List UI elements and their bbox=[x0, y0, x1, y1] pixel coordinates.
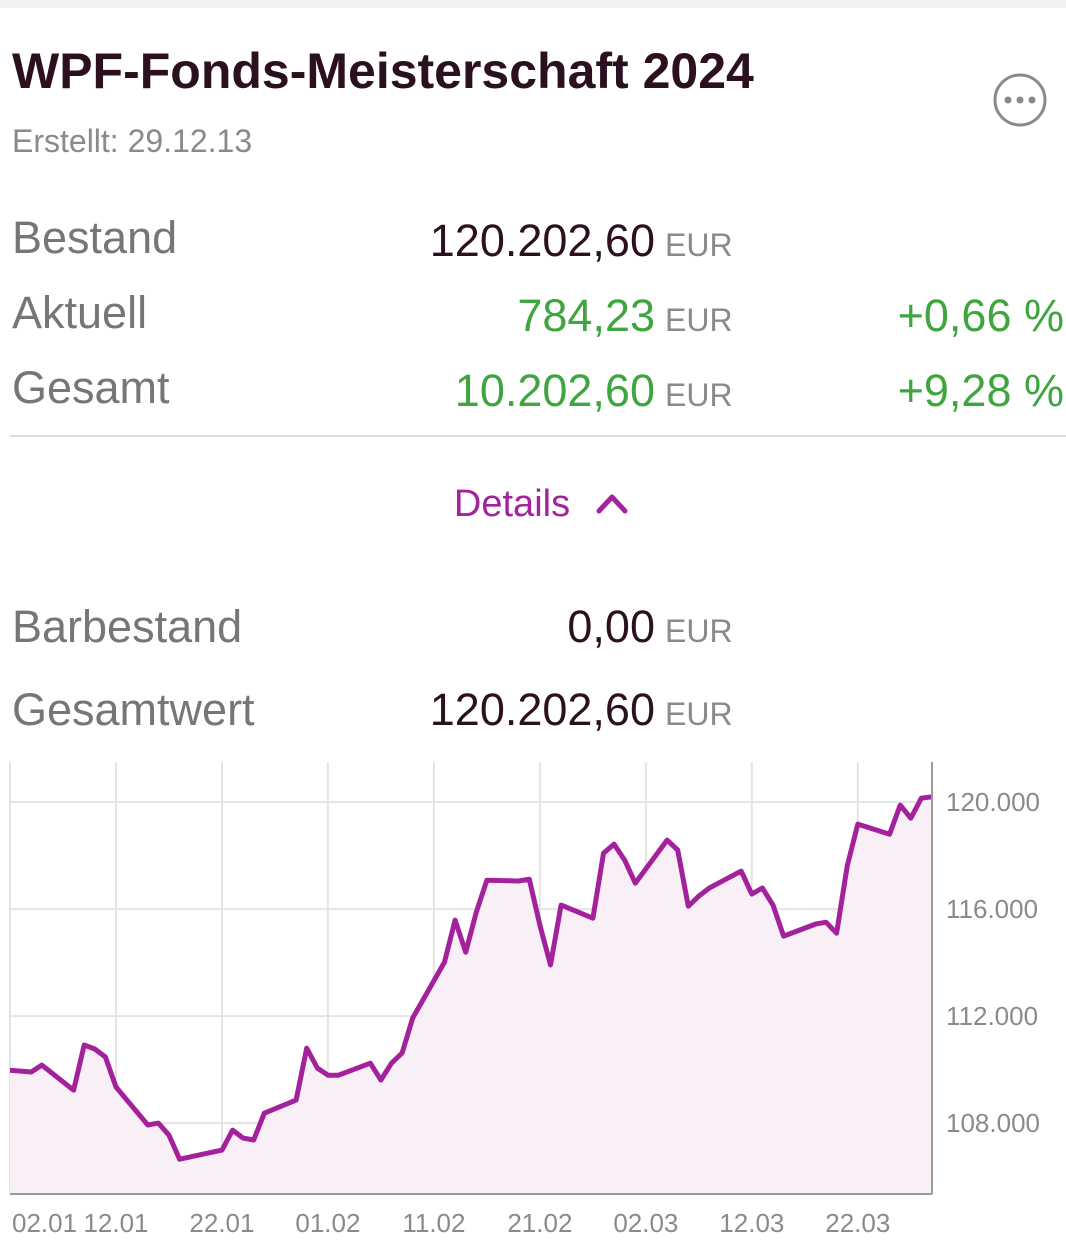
stat-value: 784,23 bbox=[517, 290, 655, 341]
cash-unit: EUR bbox=[665, 696, 733, 732]
y-tick-label: 120.000 bbox=[946, 787, 1040, 817]
created: Erstellt: 29.12.13 bbox=[12, 123, 252, 159]
stat-label: Gesamt bbox=[12, 362, 170, 413]
cash-label: Barbestand bbox=[12, 601, 242, 652]
x-tick-label: 22.01 bbox=[189, 1208, 254, 1238]
chart: 108.000 112.000 116.000 120.000 02.01 12.01 22… bbox=[9, 762, 1040, 1238]
title: WPF-Fonds-Meisterschaft 2024 bbox=[12, 43, 754, 99]
stat-value: 120.202,60 bbox=[430, 215, 655, 266]
stat-value: 10.202,60 bbox=[455, 365, 655, 416]
stat-change: +9,28 % bbox=[898, 365, 1064, 416]
stat-unit: EUR bbox=[665, 377, 733, 413]
line bbox=[9, 794, 933, 1162]
x-tick-label: 22.03 bbox=[825, 1208, 890, 1238]
y-tick-label: 112.000 bbox=[946, 1001, 1038, 1031]
x-tick-label: 02.01 bbox=[12, 1208, 77, 1238]
x-tick-label: 11.02 bbox=[402, 1208, 465, 1238]
details-toggle[interactable]: Details bbox=[454, 483, 628, 525]
stat-change: +0,66 % bbox=[898, 290, 1064, 341]
cash-unit: EUR bbox=[665, 613, 733, 649]
area bbox=[10, 796, 932, 1194]
stat-label: Aktuell bbox=[12, 287, 147, 338]
details-label[interactable]: Details bbox=[454, 483, 570, 525]
cash-value: 0,00 bbox=[567, 601, 655, 652]
cash-value: 120.202,60 bbox=[430, 684, 655, 735]
y-tick-label: 108.000 bbox=[946, 1108, 1040, 1138]
x-tick-label: 02.03 bbox=[613, 1208, 678, 1238]
stat-unit: EUR bbox=[665, 302, 733, 338]
x-tick-label: 01.02 bbox=[295, 1208, 360, 1238]
stat-label: Bestand bbox=[12, 212, 177, 263]
stat-unit: EUR bbox=[665, 227, 733, 263]
x-tick-label: 12.01 bbox=[83, 1208, 148, 1238]
cash-label: Gesamtwert bbox=[12, 684, 255, 735]
x-tick-label: 12.03 bbox=[719, 1208, 784, 1238]
menu-button[interactable] bbox=[993, 73, 1047, 127]
status-band bbox=[0, 0, 1066, 8]
x-tick-label: 21.02 bbox=[507, 1208, 572, 1238]
y-tick-label: 116.000 bbox=[946, 894, 1038, 924]
